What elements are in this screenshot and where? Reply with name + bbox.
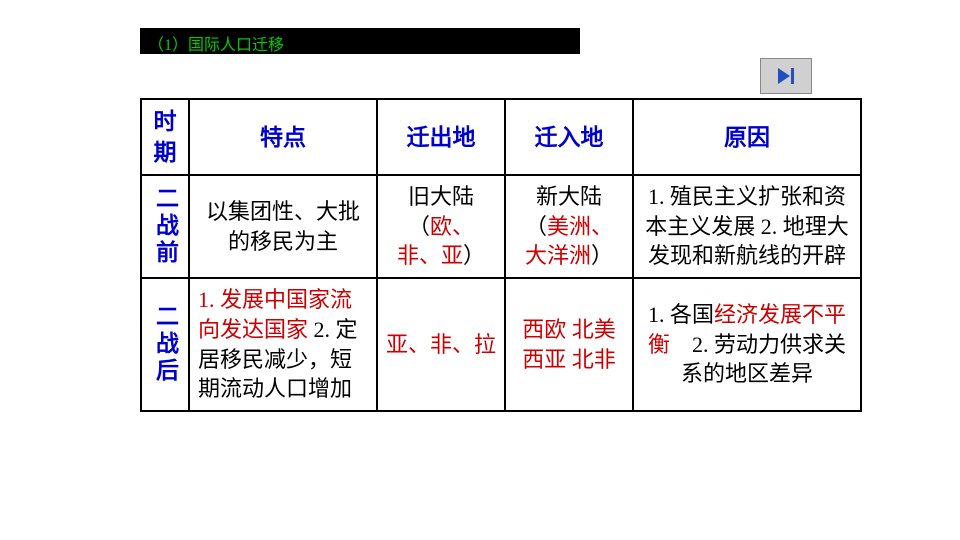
- next-button[interactable]: [760, 58, 812, 94]
- out-postwar: 亚、非、拉: [377, 278, 505, 411]
- header-period: 时期: [141, 99, 189, 175]
- migration-table: 时期 特点 迁出地 迁入地 原因 二战前 以集团性、大批的移民为主 旧大陆（欧、…: [140, 98, 862, 412]
- out-suffix: ）: [463, 243, 485, 268]
- table-header-row: 时期 特点 迁出地 迁入地 原因: [141, 99, 861, 175]
- feature-postwar: 1. 发展中国家流向发达国家 2. 定居移民减少，短期流动人口增加: [189, 278, 377, 411]
- header-out: 迁出地: [377, 99, 505, 175]
- period-postwar: 二战后: [141, 278, 189, 411]
- table-row: 二战后 1. 发展中国家流向发达国家 2. 定居移民减少，短期流动人口增加 亚、…: [141, 278, 861, 411]
- in-suffix: ）: [591, 243, 613, 268]
- header-in: 迁入地: [505, 99, 633, 175]
- feature-prewar: 以集团性、大批的移民为主: [189, 175, 377, 278]
- out-prewar: 旧大陆（欧、非、亚）: [377, 175, 505, 278]
- reason-prewar: 1. 殖民主义扩张和资本主义发展 2. 地理大发现和新航线的开辟: [633, 175, 861, 278]
- section-title: （1）国际人口迁移: [140, 28, 580, 54]
- in-red: 西欧 北美 西亚 北非: [522, 317, 616, 372]
- in-prewar: 新大陆（美洲、大洋洲）: [505, 175, 633, 278]
- period-prewar: 二战前: [141, 175, 189, 278]
- table-row: 二战前 以集团性、大批的移民为主 旧大陆（欧、非、亚） 新大陆（美洲、大洋洲） …: [141, 175, 861, 278]
- header-reason: 原因: [633, 99, 861, 175]
- reason-p2: 2. 劳动力供求关系的地区差异: [670, 332, 846, 387]
- reason-postwar: 1. 各国经济发展不平衡 2. 劳动力供求关系的地区差异: [633, 278, 861, 411]
- header-feature: 特点: [189, 99, 377, 175]
- play-forward-icon: [774, 64, 798, 88]
- reason-p1: 1. 各国: [648, 302, 714, 327]
- out-red: 亚、非、拉: [386, 332, 496, 357]
- section-title-text: （1）国际人口迁移: [148, 37, 284, 54]
- in-postwar: 西欧 北美 西亚 北非: [505, 278, 633, 411]
